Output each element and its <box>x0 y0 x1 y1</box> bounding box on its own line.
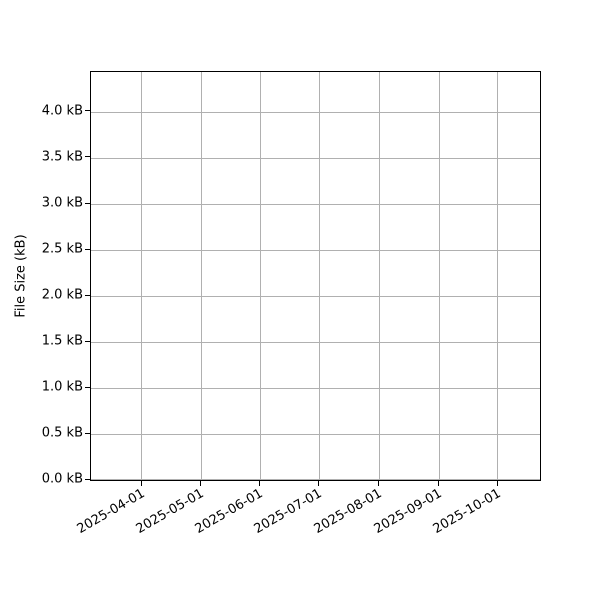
gridline-horizontal <box>91 342 540 343</box>
x-tick-mark <box>259 481 261 486</box>
gridline-horizontal <box>91 434 540 435</box>
y-tick-label: 2.5 kB <box>41 241 83 257</box>
y-tick-label: 0.5 kB <box>41 425 83 441</box>
y-tick-label: 0.0 kB <box>41 471 83 487</box>
plot-area <box>90 71 541 481</box>
gridline-horizontal <box>91 388 540 389</box>
gridline-vertical <box>379 72 380 480</box>
gridline-vertical <box>319 72 320 480</box>
gridline-horizontal <box>91 112 540 113</box>
y-axis-title: File Size (kB) <box>13 234 29 318</box>
gridline-horizontal <box>91 158 540 159</box>
x-tick-mark <box>438 481 440 486</box>
y-tick-label: 3.0 kB <box>41 195 83 211</box>
x-tick-mark <box>200 481 202 486</box>
y-tick-mark <box>85 295 90 297</box>
y-tick-label: 1.5 kB <box>41 333 83 349</box>
y-tick-mark <box>85 341 90 343</box>
gridline-vertical <box>201 72 202 480</box>
gridline-vertical <box>439 72 440 480</box>
gridline-horizontal <box>91 479 540 480</box>
gridline-horizontal <box>91 296 540 297</box>
x-tick-mark <box>141 481 143 486</box>
y-tick-label: 2.0 kB <box>41 287 83 303</box>
y-tick-label: 3.5 kB <box>41 149 83 165</box>
gridline-horizontal <box>91 204 540 205</box>
gridline-vertical <box>260 72 261 480</box>
y-tick-mark <box>85 110 90 112</box>
x-tick-mark <box>497 481 499 486</box>
y-tick-mark <box>85 479 90 481</box>
gridline-vertical <box>497 72 498 480</box>
y-tick-label: 4.0 kB <box>41 103 83 119</box>
gridline-horizontal <box>91 250 540 251</box>
y-tick-mark <box>85 156 90 158</box>
y-tick-mark <box>85 249 90 251</box>
y-tick-mark <box>85 433 90 435</box>
gridline-vertical <box>141 72 142 480</box>
y-tick-label: 1.0 kB <box>41 379 83 395</box>
y-tick-mark <box>85 203 90 205</box>
x-tick-mark <box>318 481 320 486</box>
y-tick-mark <box>85 387 90 389</box>
x-tick-mark <box>378 481 380 486</box>
